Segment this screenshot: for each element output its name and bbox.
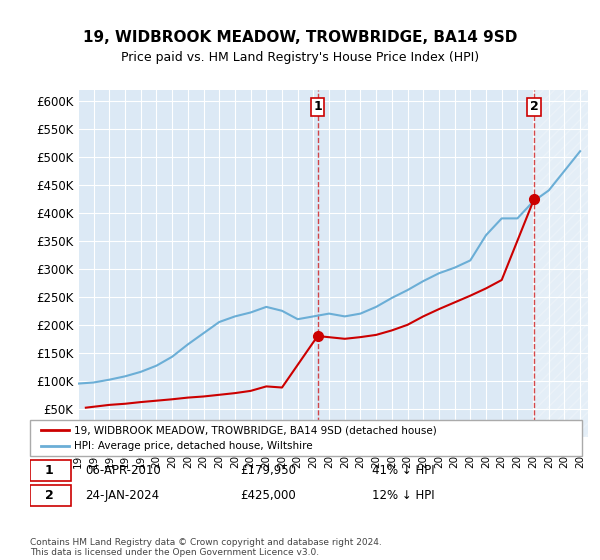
Text: £179,950: £179,950 (240, 464, 296, 477)
Text: HPI: Average price, detached house, Wiltshire: HPI: Average price, detached house, Wilt… (74, 441, 313, 451)
FancyBboxPatch shape (30, 420, 582, 456)
Text: 1: 1 (313, 100, 322, 113)
Text: Price paid vs. HM Land Registry's House Price Index (HPI): Price paid vs. HM Land Registry's House … (121, 52, 479, 64)
FancyBboxPatch shape (30, 460, 71, 481)
Text: 2: 2 (45, 489, 53, 502)
Text: Contains HM Land Registry data © Crown copyright and database right 2024.
This d: Contains HM Land Registry data © Crown c… (30, 538, 382, 557)
Text: 41% ↓ HPI: 41% ↓ HPI (372, 464, 435, 477)
Text: £425,000: £425,000 (240, 489, 296, 502)
Text: 2: 2 (530, 100, 539, 113)
Text: 1: 1 (45, 464, 53, 477)
Text: 12% ↓ HPI: 12% ↓ HPI (372, 489, 435, 502)
Text: 06-APR-2010: 06-APR-2010 (85, 464, 161, 477)
FancyBboxPatch shape (30, 484, 71, 506)
Text: 24-JAN-2024: 24-JAN-2024 (85, 489, 160, 502)
Bar (534, 90, 588, 437)
Text: 19, WIDBROOK MEADOW, TROWBRIDGE, BA14 9SD (detached house): 19, WIDBROOK MEADOW, TROWBRIDGE, BA14 9S… (74, 425, 437, 435)
Text: 19, WIDBROOK MEADOW, TROWBRIDGE, BA14 9SD: 19, WIDBROOK MEADOW, TROWBRIDGE, BA14 9S… (83, 30, 517, 45)
